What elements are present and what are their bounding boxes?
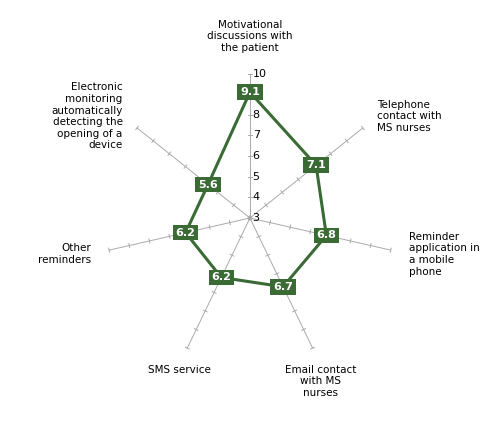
Text: 8: 8: [252, 110, 260, 120]
Text: Motivational
discussions with
the patient: Motivational discussions with the patien…: [207, 20, 292, 53]
Text: 6.2: 6.2: [212, 272, 231, 283]
Text: 7: 7: [252, 130, 260, 140]
Text: Other
reminders: Other reminders: [38, 243, 91, 265]
Text: 5.6: 5.6: [198, 180, 218, 190]
Text: Telephone
contact with
MS nurses: Telephone contact with MS nurses: [378, 100, 442, 133]
Text: Electronic
monitoring
automatically
detecting the
opening of a
device: Electronic monitoring automatically dete…: [51, 82, 123, 150]
Text: 5: 5: [252, 172, 260, 182]
Text: 6.2: 6.2: [176, 228, 196, 238]
Text: 9.1: 9.1: [240, 87, 260, 97]
Text: 6.7: 6.7: [273, 282, 293, 292]
Text: 9: 9: [252, 89, 260, 99]
Text: Email contact
with MS
nurses: Email contact with MS nurses: [285, 365, 356, 398]
Text: 7.1: 7.1: [306, 160, 326, 170]
Text: Reminder
application in
a mobile
phone: Reminder application in a mobile phone: [409, 232, 480, 277]
Text: 6: 6: [252, 151, 260, 161]
Text: 3: 3: [252, 213, 260, 223]
Text: 6.8: 6.8: [316, 231, 336, 240]
Text: 4: 4: [252, 192, 260, 202]
Text: 10: 10: [252, 68, 266, 78]
Text: SMS service: SMS service: [148, 365, 210, 375]
